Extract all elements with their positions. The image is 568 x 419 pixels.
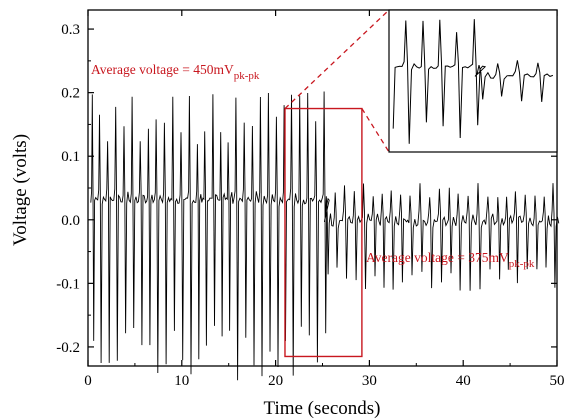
x-tick-label: 40: [456, 373, 471, 389]
annotation-first-half-subscript: pk-pk: [234, 70, 260, 82]
y-tick-label: -0.1: [56, 276, 80, 292]
inset-plot: [388, 9, 558, 153]
annotation-second-half: Average voltage = 375mVpk-pk: [366, 250, 535, 270]
zoom-connector-top: [284, 9, 390, 110]
voltage-series-line: [90, 91, 560, 381]
inset-frame: [388, 9, 558, 153]
y-tick-label: 0.1: [61, 149, 80, 165]
annotation-second-half-subscript: pk-pk: [509, 258, 535, 270]
inset-series-line: [392, 19, 554, 144]
inset-background: [389, 10, 557, 152]
y-tick-label: -0.2: [56, 340, 80, 356]
x-tick-label: 20: [268, 373, 283, 389]
x-tick-label: 10: [174, 373, 189, 389]
x-axis-title: Time (seconds): [264, 398, 381, 419]
y-axis-title: Voltage (volts): [10, 134, 31, 246]
y-tick-label: 0.0: [61, 213, 80, 229]
zoom-connector-bottom: [361, 108, 390, 153]
y-axis-ticks: -0.2 -0.1 0.0 0.1 0.2 0.3: [56, 22, 557, 356]
zoom-region-box: [284, 107, 363, 358]
y-tick-label: 0.3: [61, 22, 80, 38]
main-plot: [90, 91, 560, 381]
annotation-first-half: Average voltage = 450mVpk-pk: [91, 62, 260, 82]
x-tick-label: 50: [550, 373, 565, 389]
x-axis-ticks: 0 10 20 30 40 50: [84, 10, 565, 389]
y-tick-label: 0.2: [61, 86, 80, 102]
x-tick-label: 30: [362, 373, 377, 389]
x-tick-label: 0: [84, 373, 92, 389]
annotation-second-half-text: Average voltage = 375mV: [366, 250, 509, 265]
annotation-first-half-text: Average voltage = 450mV: [91, 62, 234, 77]
